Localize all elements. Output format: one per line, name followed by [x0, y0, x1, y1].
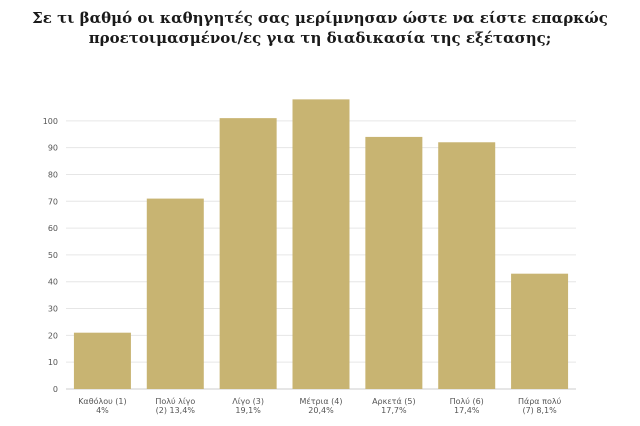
- bar-5: [365, 136, 423, 389]
- x-category-label: 17,7%: [381, 406, 407, 415]
- y-tick-label: 100: [43, 117, 58, 126]
- x-category-label: 17,4%: [454, 406, 480, 415]
- bar-4: [292, 99, 350, 389]
- x-category-label: 20,4%: [308, 406, 334, 415]
- chart-title-line-1: Σε τι βαθμό οι καθηγητές σας μερίμνησαν …: [32, 9, 608, 27]
- y-tick-label: 10: [48, 358, 58, 367]
- x-category-label: (2) 13,4%: [156, 406, 196, 415]
- x-category-label: Μέτρια (4): [300, 396, 343, 406]
- bar-3: [219, 118, 277, 390]
- bar-6: [438, 142, 496, 389]
- y-tick-label: 0: [53, 385, 58, 394]
- y-tick-label: 40: [48, 278, 58, 287]
- x-category-label: 19,1%: [235, 406, 261, 415]
- x-category-label: 4%: [96, 406, 109, 415]
- y-axis-ticks: 0 10 20 30 40 50 60 70 80 90 100: [43, 117, 58, 394]
- bar-1: [73, 332, 131, 389]
- chart-title-line-2: προετοιμασμένοι/ες για τη διαδικασία της…: [88, 29, 552, 47]
- y-tick-label: 30: [48, 305, 58, 314]
- bar-7: [511, 273, 569, 389]
- y-tick-label: 50: [48, 251, 58, 260]
- bars: [73, 99, 569, 390]
- chart-title: Σε τι βαθμό οι καθηγητές σας μερίμνησαν …: [10, 8, 630, 48]
- y-tick-label: 90: [48, 144, 58, 153]
- y-tick-label: 20: [48, 331, 58, 340]
- x-axis-labels: Καθόλου (1)4%Πολύ λίγο(2) 13,4%Λίγο (3)1…: [78, 396, 561, 415]
- x-category-label: (7) 8,1%: [522, 406, 557, 415]
- x-category-label: Πολύ (6): [450, 396, 484, 406]
- y-tick-label: 70: [48, 197, 58, 206]
- bar-2: [146, 198, 204, 389]
- x-category-label: Αρκετά (5): [372, 397, 416, 406]
- y-tick-label: 80: [48, 170, 58, 179]
- x-category-label: Πολύ λίγο: [155, 396, 195, 406]
- y-tick-label: 60: [48, 224, 58, 233]
- x-category-label: Καθόλου (1): [78, 396, 126, 406]
- x-category-label: Πάρα πολύ: [518, 396, 562, 406]
- x-category-label: Λίγο (3): [232, 397, 264, 406]
